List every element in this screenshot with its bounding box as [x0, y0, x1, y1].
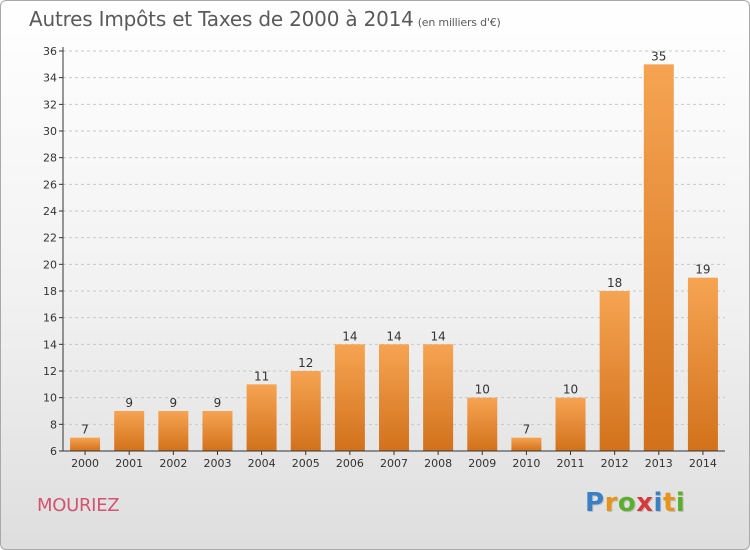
- y-tick-label: 10: [43, 392, 57, 405]
- x-tick-label-2008: 2008: [424, 457, 452, 470]
- x-tick-label-2013: 2013: [645, 457, 673, 470]
- logo-letter: o: [617, 488, 637, 518]
- data-label-2008: 14: [430, 329, 445, 343]
- data-label-2000: 7: [81, 423, 89, 437]
- x-tick-label-2001: 2001: [115, 457, 143, 470]
- bar-2006: [334, 344, 365, 451]
- data-label-2011: 10: [563, 383, 578, 397]
- chart-subtitle: (en milliers d'€): [417, 16, 501, 29]
- data-label-2009: 10: [475, 383, 490, 397]
- logo-letter: i: [675, 488, 686, 518]
- bar-2002: [158, 411, 189, 451]
- y-tick-label: 16: [43, 312, 57, 325]
- bar-2014: [687, 277, 718, 451]
- y-tick-label: 24: [43, 205, 57, 218]
- bar-2003: [202, 411, 233, 451]
- y-tick-label: 32: [43, 98, 57, 111]
- data-label-2005: 12: [298, 356, 313, 370]
- x-tick-label-2010: 2010: [512, 457, 540, 470]
- bar-2011: [555, 397, 586, 451]
- x-tick-label-2000: 2000: [71, 457, 99, 470]
- x-tick-label-2005: 2005: [292, 457, 320, 470]
- y-tick-label: 28: [43, 152, 57, 165]
- bar-2004: [246, 384, 277, 451]
- x-tick-label-2002: 2002: [159, 457, 187, 470]
- data-label-2012: 18: [607, 276, 622, 290]
- y-tick-label: 14: [43, 338, 57, 351]
- y-tick-label: 8: [50, 418, 57, 431]
- x-tick-label-2003: 2003: [203, 457, 231, 470]
- data-label-2001: 9: [125, 396, 133, 410]
- y-tick-label: 26: [43, 178, 57, 191]
- y-tick-label: 6: [50, 445, 57, 458]
- bar-2000: [70, 437, 101, 451]
- x-tick-label-2009: 2009: [468, 457, 496, 470]
- bar-2009: [467, 397, 498, 451]
- data-label-2002: 9: [170, 396, 178, 410]
- logo-letter: x: [636, 488, 654, 518]
- logo-letter: P: [585, 488, 605, 518]
- axes: 6 8 10 12 14 16 18 20 22 24 26 28 30 32 34 36 2000 2001 20…: [43, 45, 725, 470]
- y-tick-label: 30: [43, 125, 57, 138]
- data-label-2004: 11: [254, 369, 269, 383]
- x-tick-label-2014: 2014: [689, 457, 717, 470]
- bar-2008: [423, 344, 454, 451]
- data-label-2013: 35: [651, 49, 666, 63]
- bar-2005: [290, 371, 321, 451]
- bar-2001: [114, 411, 145, 451]
- data-label-2010: 7: [523, 423, 531, 437]
- data-label-2014: 19: [695, 263, 710, 277]
- place-name: MOURIEZ: [37, 495, 120, 516]
- y-tick-label: 36: [43, 45, 57, 58]
- chart-title-text: Autres Impôts et Taxes de 2000 à 2014: [29, 7, 414, 31]
- bars: 7 9 9 9 11 12 14 14 14 10 7 10 18 35 19: [70, 49, 718, 452]
- x-tick-label-2004: 2004: [248, 457, 276, 470]
- y-tick-label: 18: [43, 285, 57, 298]
- x-tick-label-2011: 2011: [557, 457, 585, 470]
- x-tick-label-2007: 2007: [380, 457, 408, 470]
- chart-title: Autres Impôts et Taxes de 2000 à 2014 (en…: [29, 7, 501, 31]
- logo-letter: i: [653, 488, 663, 518]
- proxiti-logo: Proxiti: [585, 488, 685, 518]
- data-label-2007: 14: [386, 329, 401, 343]
- bar-2007: [379, 344, 409, 451]
- data-label-2003: 9: [214, 396, 222, 410]
- bar-2010: [511, 437, 542, 451]
- x-tick-label-2006: 2006: [336, 457, 364, 470]
- y-tick-label: 22: [43, 232, 57, 245]
- y-tick-label: 20: [43, 258, 57, 271]
- y-tick-label: 34: [43, 72, 57, 85]
- bar-2013: [643, 64, 674, 452]
- data-label-2006: 14: [342, 329, 357, 343]
- logo-letter: t: [662, 488, 676, 518]
- bar-2012: [599, 291, 630, 451]
- x-tick-label-2012: 2012: [601, 457, 629, 470]
- logo-letter: r: [604, 488, 618, 518]
- y-tick-label: 12: [43, 365, 57, 378]
